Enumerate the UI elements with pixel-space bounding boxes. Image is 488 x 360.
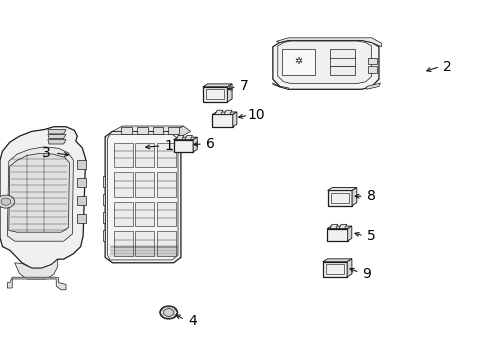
Polygon shape bbox=[7, 277, 66, 290]
Polygon shape bbox=[152, 127, 163, 134]
Polygon shape bbox=[135, 202, 154, 226]
Polygon shape bbox=[102, 176, 105, 187]
Polygon shape bbox=[112, 126, 183, 131]
Bar bbox=[329, 66, 354, 75]
Text: 2: 2 bbox=[442, 60, 451, 73]
Polygon shape bbox=[327, 188, 356, 190]
Text: 6: 6 bbox=[205, 137, 214, 151]
Polygon shape bbox=[326, 229, 347, 241]
Polygon shape bbox=[212, 112, 236, 114]
Polygon shape bbox=[227, 84, 232, 102]
Polygon shape bbox=[102, 194, 105, 205]
Text: 4: 4 bbox=[188, 314, 197, 328]
Polygon shape bbox=[107, 134, 178, 260]
Polygon shape bbox=[347, 226, 351, 241]
Polygon shape bbox=[0, 127, 85, 268]
Text: 8: 8 bbox=[366, 189, 375, 203]
Text: ✲: ✲ bbox=[294, 56, 302, 66]
Polygon shape bbox=[48, 134, 66, 139]
Polygon shape bbox=[77, 214, 85, 223]
Polygon shape bbox=[366, 83, 380, 89]
Polygon shape bbox=[215, 110, 223, 114]
Text: 1: 1 bbox=[164, 139, 173, 153]
Bar bbox=[329, 49, 354, 58]
Circle shape bbox=[0, 195, 15, 208]
Polygon shape bbox=[157, 202, 175, 226]
Text: 5: 5 bbox=[366, 229, 375, 243]
Polygon shape bbox=[135, 231, 154, 256]
Polygon shape bbox=[77, 178, 85, 187]
Polygon shape bbox=[322, 259, 351, 262]
Polygon shape bbox=[15, 259, 58, 279]
Bar bbox=[367, 58, 376, 64]
Bar bbox=[329, 57, 354, 66]
Polygon shape bbox=[105, 131, 181, 263]
Polygon shape bbox=[176, 135, 183, 140]
Polygon shape bbox=[173, 137, 197, 140]
Polygon shape bbox=[203, 87, 227, 102]
Text: 3: 3 bbox=[42, 146, 51, 160]
Polygon shape bbox=[212, 114, 232, 127]
Polygon shape bbox=[7, 147, 73, 241]
Polygon shape bbox=[184, 135, 192, 140]
Bar bbox=[367, 66, 376, 73]
Polygon shape bbox=[121, 127, 132, 134]
Polygon shape bbox=[326, 226, 351, 229]
Circle shape bbox=[160, 306, 177, 319]
Polygon shape bbox=[102, 212, 105, 223]
Polygon shape bbox=[114, 172, 132, 197]
Polygon shape bbox=[114, 202, 132, 226]
Polygon shape bbox=[351, 188, 356, 206]
Polygon shape bbox=[173, 140, 193, 152]
Text: 9: 9 bbox=[362, 267, 370, 280]
Polygon shape bbox=[48, 140, 66, 144]
Polygon shape bbox=[338, 224, 346, 229]
Bar bbox=[281, 49, 314, 75]
Polygon shape bbox=[48, 130, 66, 134]
Polygon shape bbox=[346, 259, 351, 277]
Polygon shape bbox=[137, 127, 147, 134]
Polygon shape bbox=[193, 137, 197, 152]
Polygon shape bbox=[9, 153, 69, 232]
Polygon shape bbox=[135, 172, 154, 197]
Polygon shape bbox=[224, 110, 231, 114]
Polygon shape bbox=[114, 231, 132, 256]
Polygon shape bbox=[77, 160, 85, 169]
Text: 10: 10 bbox=[247, 108, 265, 122]
Polygon shape bbox=[135, 143, 154, 167]
Polygon shape bbox=[102, 230, 105, 241]
Polygon shape bbox=[203, 84, 232, 87]
Polygon shape bbox=[277, 41, 371, 84]
Polygon shape bbox=[77, 196, 85, 205]
Circle shape bbox=[1, 198, 11, 205]
Polygon shape bbox=[157, 231, 175, 256]
Polygon shape bbox=[173, 126, 190, 137]
Polygon shape bbox=[232, 112, 236, 127]
Polygon shape bbox=[157, 143, 175, 167]
Polygon shape bbox=[272, 40, 378, 89]
Polygon shape bbox=[272, 83, 288, 89]
Text: 7: 7 bbox=[240, 80, 248, 93]
Polygon shape bbox=[114, 143, 132, 167]
Polygon shape bbox=[157, 172, 175, 197]
Polygon shape bbox=[168, 127, 179, 134]
Polygon shape bbox=[327, 190, 351, 206]
Polygon shape bbox=[322, 262, 346, 277]
Polygon shape bbox=[329, 224, 337, 229]
Circle shape bbox=[163, 309, 174, 316]
Polygon shape bbox=[276, 38, 381, 47]
